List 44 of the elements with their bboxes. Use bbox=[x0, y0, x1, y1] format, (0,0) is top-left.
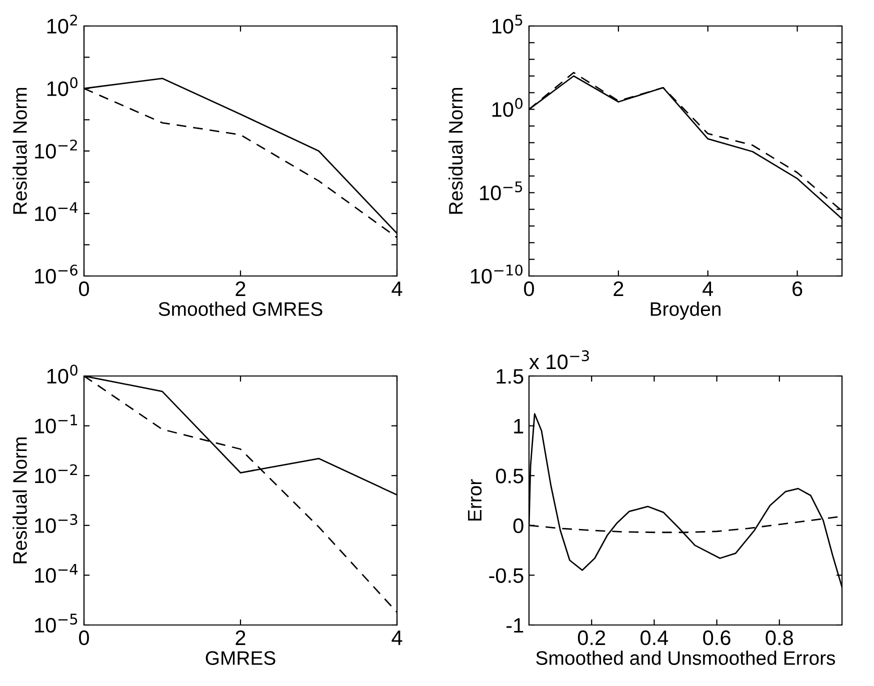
y-tick-label: 10$^{2}$ bbox=[47, 14, 77, 34]
x-tick-label: 0 bbox=[524, 281, 534, 296]
y-tick-label: 1 bbox=[514, 419, 524, 434]
y-axis-title: Error bbox=[468, 479, 482, 521]
x-tick-label: 0.8 bbox=[766, 630, 793, 646]
y-tick-label: 10$^{0}$ bbox=[47, 77, 78, 96]
x-tick-label: 4 bbox=[392, 630, 402, 645]
x-tick-label: 2 bbox=[236, 281, 246, 296]
y-axis-title: Residual Norm bbox=[448, 88, 463, 214]
y-axis-title: Residual Norm bbox=[12, 437, 27, 564]
x-tick-label: 6 bbox=[792, 281, 802, 296]
y-tick-label: 10$^{−4}$ bbox=[35, 564, 78, 583]
y-tick-label: 0 bbox=[513, 518, 524, 534]
y-tick-label: -0.5 bbox=[489, 568, 524, 583]
y-tick-label: 10$^{5}$ bbox=[492, 14, 522, 34]
text: x 10$^{−3}$ bbox=[529, 350, 589, 370]
x-axis-title: Smoothed and Unsmoothed Errors bbox=[536, 650, 836, 665]
x-tick-label: 2 bbox=[236, 630, 246, 645]
y-tick-label: 10$^{−6}$ bbox=[35, 264, 78, 284]
x-axis-title: Broyden bbox=[650, 302, 720, 320]
y-tick-label: 10$^{−2}$ bbox=[35, 464, 77, 484]
x-tick-label: 4 bbox=[702, 282, 714, 296]
y-tick-label: 10$^{−5}$ bbox=[480, 181, 522, 200]
x-tick-label: 0.6 bbox=[703, 630, 730, 646]
y-tick-label: 10$^{−10}$ bbox=[470, 264, 523, 284]
x-tick-label: 0 bbox=[79, 281, 89, 296]
x-axis-title: Smoothed GMRES bbox=[158, 302, 322, 316]
y-tick-label: 10$^{0}$ bbox=[492, 98, 522, 117]
x-axis-title: GMRES bbox=[206, 651, 276, 665]
y-tick-label: -1 bbox=[506, 618, 524, 633]
x-tick-label: 2 bbox=[614, 281, 624, 296]
y-tick-label: 0.5 bbox=[496, 468, 524, 484]
y-axis-title: Residual Norm bbox=[12, 88, 27, 214]
x-tick-label: 4 bbox=[392, 282, 402, 296]
y-tick-label: 10$^{−5}$ bbox=[35, 614, 78, 633]
x-tick-label: 0.4 bbox=[640, 630, 668, 646]
x-tick-label: 0.2 bbox=[578, 630, 606, 646]
x-tick-label: 0 bbox=[79, 630, 89, 646]
y-tick-label: 10$^{−1}$ bbox=[35, 414, 78, 434]
y-tick-label: 10$^{−2}$ bbox=[35, 140, 77, 159]
y-tick-label: 10$^{0}$ bbox=[47, 364, 78, 384]
y-tick-label: 1.5 bbox=[496, 369, 524, 384]
y-tick-label: 10$^{−3}$ bbox=[35, 514, 78, 533]
y-tick-label: 10$^{−4}$ bbox=[35, 202, 78, 222]
